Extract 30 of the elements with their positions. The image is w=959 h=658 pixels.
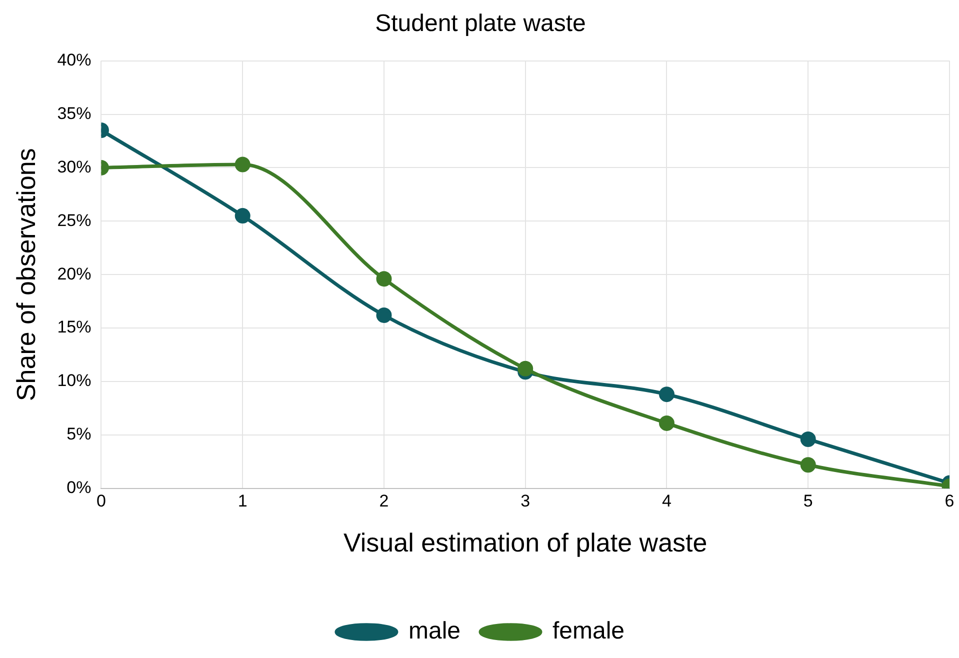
point bbox=[800, 431, 816, 447]
point bbox=[518, 360, 534, 376]
x-tick-label: 1 bbox=[238, 491, 248, 510]
y-tick-label: 25% bbox=[57, 210, 92, 230]
point bbox=[376, 307, 392, 323]
x-tick-label: 2 bbox=[379, 491, 389, 510]
y-tick-label: 0% bbox=[66, 478, 92, 498]
chart-title: Student plate waste bbox=[375, 10, 586, 38]
legend-label: female bbox=[552, 618, 625, 645]
x-tick-label: 5 bbox=[803, 491, 813, 510]
point bbox=[234, 208, 250, 224]
y-axis-title: Share of observations bbox=[10, 148, 41, 402]
legend-label: male bbox=[408, 618, 461, 645]
point bbox=[234, 156, 250, 172]
point bbox=[376, 271, 392, 287]
y-tick-label: 40% bbox=[57, 50, 92, 70]
x-tick-label: 4 bbox=[662, 491, 672, 510]
point bbox=[800, 457, 816, 473]
y-tick-label: 35% bbox=[57, 104, 92, 123]
x-tick-label: 3 bbox=[520, 491, 530, 510]
x-axis-title: Visual estimation of plate waste bbox=[343, 528, 708, 558]
y-tick-label: 30% bbox=[57, 157, 92, 176]
y-tick-label: 5% bbox=[66, 424, 92, 444]
y-tick-label: 15% bbox=[57, 318, 92, 337]
point bbox=[658, 415, 674, 431]
point bbox=[658, 386, 674, 402]
x-tick-label: 6 bbox=[944, 491, 954, 510]
x-tick-label: 0 bbox=[96, 491, 106, 510]
y-tick-label: 20% bbox=[57, 264, 92, 284]
y-tick-label: 10% bbox=[57, 371, 92, 390]
